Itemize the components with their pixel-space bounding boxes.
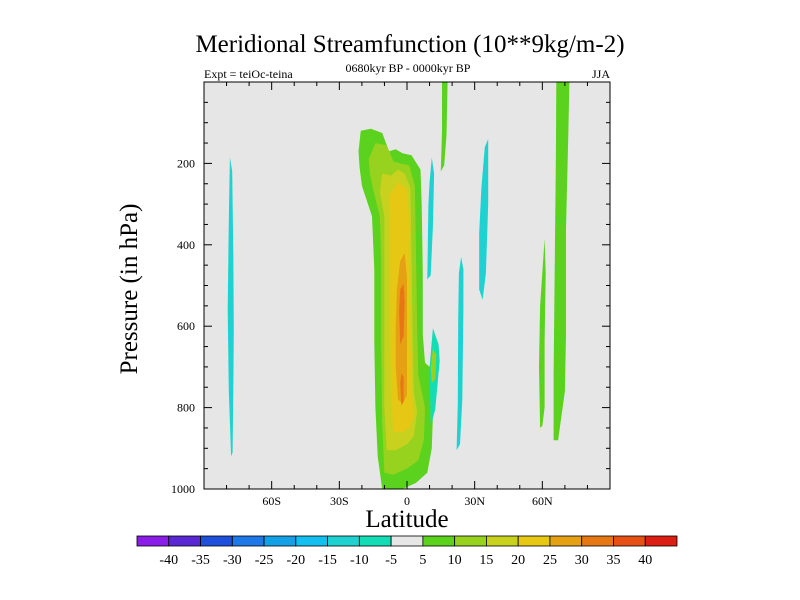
colorbar-swatch <box>295 535 328 547</box>
colorbar-swatch <box>454 535 487 547</box>
x-tick-label: 60S <box>262 494 281 508</box>
contour-fill-nh-20 <box>456 257 464 451</box>
contour-fill-nh-30 <box>479 139 489 300</box>
chart-subtitle: 0680kyr BP - 0000kyr BP <box>346 61 471 75</box>
x-axis-ticks: 60S 30S 0 30N 60N <box>203 82 611 508</box>
colorbar-label: 20 <box>511 553 525 568</box>
colorbar-swatch <box>581 535 614 547</box>
colorbar-swatch <box>486 535 519 547</box>
colorbar-swatch <box>327 535 360 547</box>
experiment-label: Expt = teiOc-teina <box>204 67 293 81</box>
colorbar: -40 -35 -30 -25 -20 -15 -10 -5 5 10 15 20 25 30 35 40 <box>136 535 678 568</box>
y-tick-label: 600 <box>177 319 195 333</box>
colorbar-label: 25 <box>543 553 557 568</box>
y-axis-label: Pressure (in hPa) <box>116 204 143 375</box>
colorbar-label: 35 <box>606 553 620 568</box>
colorbar-swatch <box>422 535 456 547</box>
colorbar-label: 10 <box>448 553 462 568</box>
contour-fill-eq-near-b <box>430 348 437 384</box>
contour-fill-eq-30 <box>399 283 405 345</box>
colorbar-swatch <box>200 535 233 547</box>
contour-fill-high-strip-mid <box>440 82 448 172</box>
y-tick-label: 400 <box>177 238 195 252</box>
contour-fill-nh-63 <box>553 82 570 441</box>
colorbar-label: -15 <box>318 553 337 568</box>
colorbar-swatch <box>390 535 424 547</box>
colorbar-swatch <box>549 535 583 547</box>
colorbar-label: -40 <box>159 553 178 568</box>
season-label: JJA <box>592 67 610 81</box>
colorbar-label: -25 <box>255 553 274 568</box>
x-axis-label: Latitude <box>365 506 448 533</box>
y-tick-label: 1000 <box>171 482 195 496</box>
x-tick-label: 60N <box>532 494 553 508</box>
colorbar-swatch <box>613 535 646 547</box>
colorbar-swatch <box>136 535 170 547</box>
contour-fill-eq-30b <box>400 373 404 406</box>
colorbar-swatch <box>644 535 678 547</box>
colorbar-label: -30 <box>223 553 242 568</box>
colorbar-label: -20 <box>286 553 305 568</box>
colorbar-swatch <box>263 535 297 547</box>
colorbar-label: -35 <box>191 553 210 568</box>
colorbar-label: 30 <box>575 553 589 568</box>
colorbar-swatch <box>168 535 201 547</box>
x-tick-label: 30N <box>464 494 485 508</box>
y-tick-label: 800 <box>177 401 195 415</box>
chart-title: Meridional Streamfunction (10**9kg/m-2) <box>195 31 624 58</box>
x-tick-label: 0 <box>404 494 410 508</box>
colorbar-swatch <box>231 535 265 547</box>
y-axis-ticks: 200 400 600 800 1000 <box>171 81 610 496</box>
y-tick-label: 200 <box>177 156 195 170</box>
colorbar-swatch <box>517 535 551 547</box>
contour-fills <box>227 82 570 490</box>
colorbar-label: -10 <box>350 553 369 568</box>
contour-fill-nh-60a <box>539 238 546 428</box>
colorbar-label: 5 <box>419 553 426 568</box>
contour-fill-high-strip-left <box>427 157 435 280</box>
colorbar-label: 40 <box>638 553 652 568</box>
x-tick-label: 30S <box>330 494 349 508</box>
colorbar-label: -5 <box>385 553 397 568</box>
contour-fill-sh-high-lat <box>227 157 234 457</box>
colorbar-label: 15 <box>479 553 493 568</box>
colorbar-swatch <box>358 535 392 547</box>
